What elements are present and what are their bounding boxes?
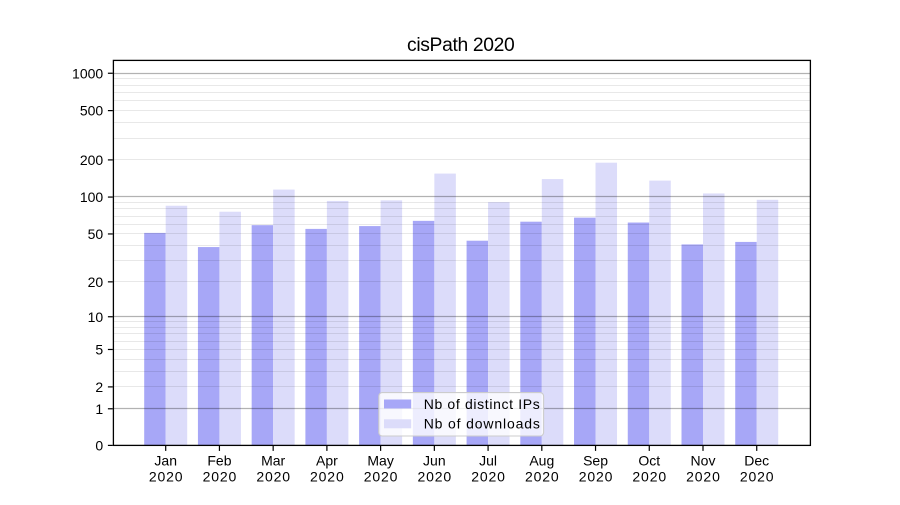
svg-text:2020: 2020 xyxy=(471,468,506,484)
svg-text:5: 5 xyxy=(95,342,103,358)
svg-text:100: 100 xyxy=(80,189,104,205)
svg-text:2020: 2020 xyxy=(579,468,614,484)
svg-text:1: 1 xyxy=(95,401,103,417)
svg-text:Sep: Sep xyxy=(583,453,608,469)
svg-text:2020: 2020 xyxy=(632,468,667,484)
svg-text:2020: 2020 xyxy=(149,468,184,484)
svg-text:2020: 2020 xyxy=(203,468,238,484)
svg-text:2020: 2020 xyxy=(418,468,453,484)
svg-text:Mar: Mar xyxy=(261,453,285,469)
svg-text:10: 10 xyxy=(88,309,104,325)
svg-text:2020: 2020 xyxy=(525,468,560,484)
svg-text:500: 500 xyxy=(80,103,104,119)
svg-text:Nov: Nov xyxy=(691,453,716,469)
svg-text:50: 50 xyxy=(88,226,104,242)
svg-text:cisPath 2020: cisPath 2020 xyxy=(407,35,514,56)
svg-text:Dec: Dec xyxy=(744,453,769,469)
svg-text:20: 20 xyxy=(88,274,104,290)
svg-text:May: May xyxy=(367,453,393,469)
svg-text:Jun: Jun xyxy=(423,453,446,469)
svg-text:1000: 1000 xyxy=(72,65,103,81)
svg-text:Nb of downloads: Nb of downloads xyxy=(424,416,541,432)
svg-text:Aug: Aug xyxy=(529,453,554,469)
svg-text:2: 2 xyxy=(95,379,103,395)
svg-text:2020: 2020 xyxy=(740,468,775,484)
svg-text:Oct: Oct xyxy=(638,453,660,469)
svg-text:2020: 2020 xyxy=(256,468,291,484)
svg-text:Jul: Jul xyxy=(479,453,497,469)
svg-text:2020: 2020 xyxy=(310,468,345,484)
svg-text:2020: 2020 xyxy=(364,468,399,484)
svg-text:Nb of distinct IPs: Nb of distinct IPs xyxy=(424,396,541,412)
svg-text:Jan: Jan xyxy=(154,453,177,469)
svg-text:Feb: Feb xyxy=(207,453,231,469)
svg-text:0: 0 xyxy=(95,438,103,454)
svg-text:200: 200 xyxy=(80,152,104,168)
svg-text:2020: 2020 xyxy=(686,468,721,484)
svg-text:Apr: Apr xyxy=(316,453,338,469)
